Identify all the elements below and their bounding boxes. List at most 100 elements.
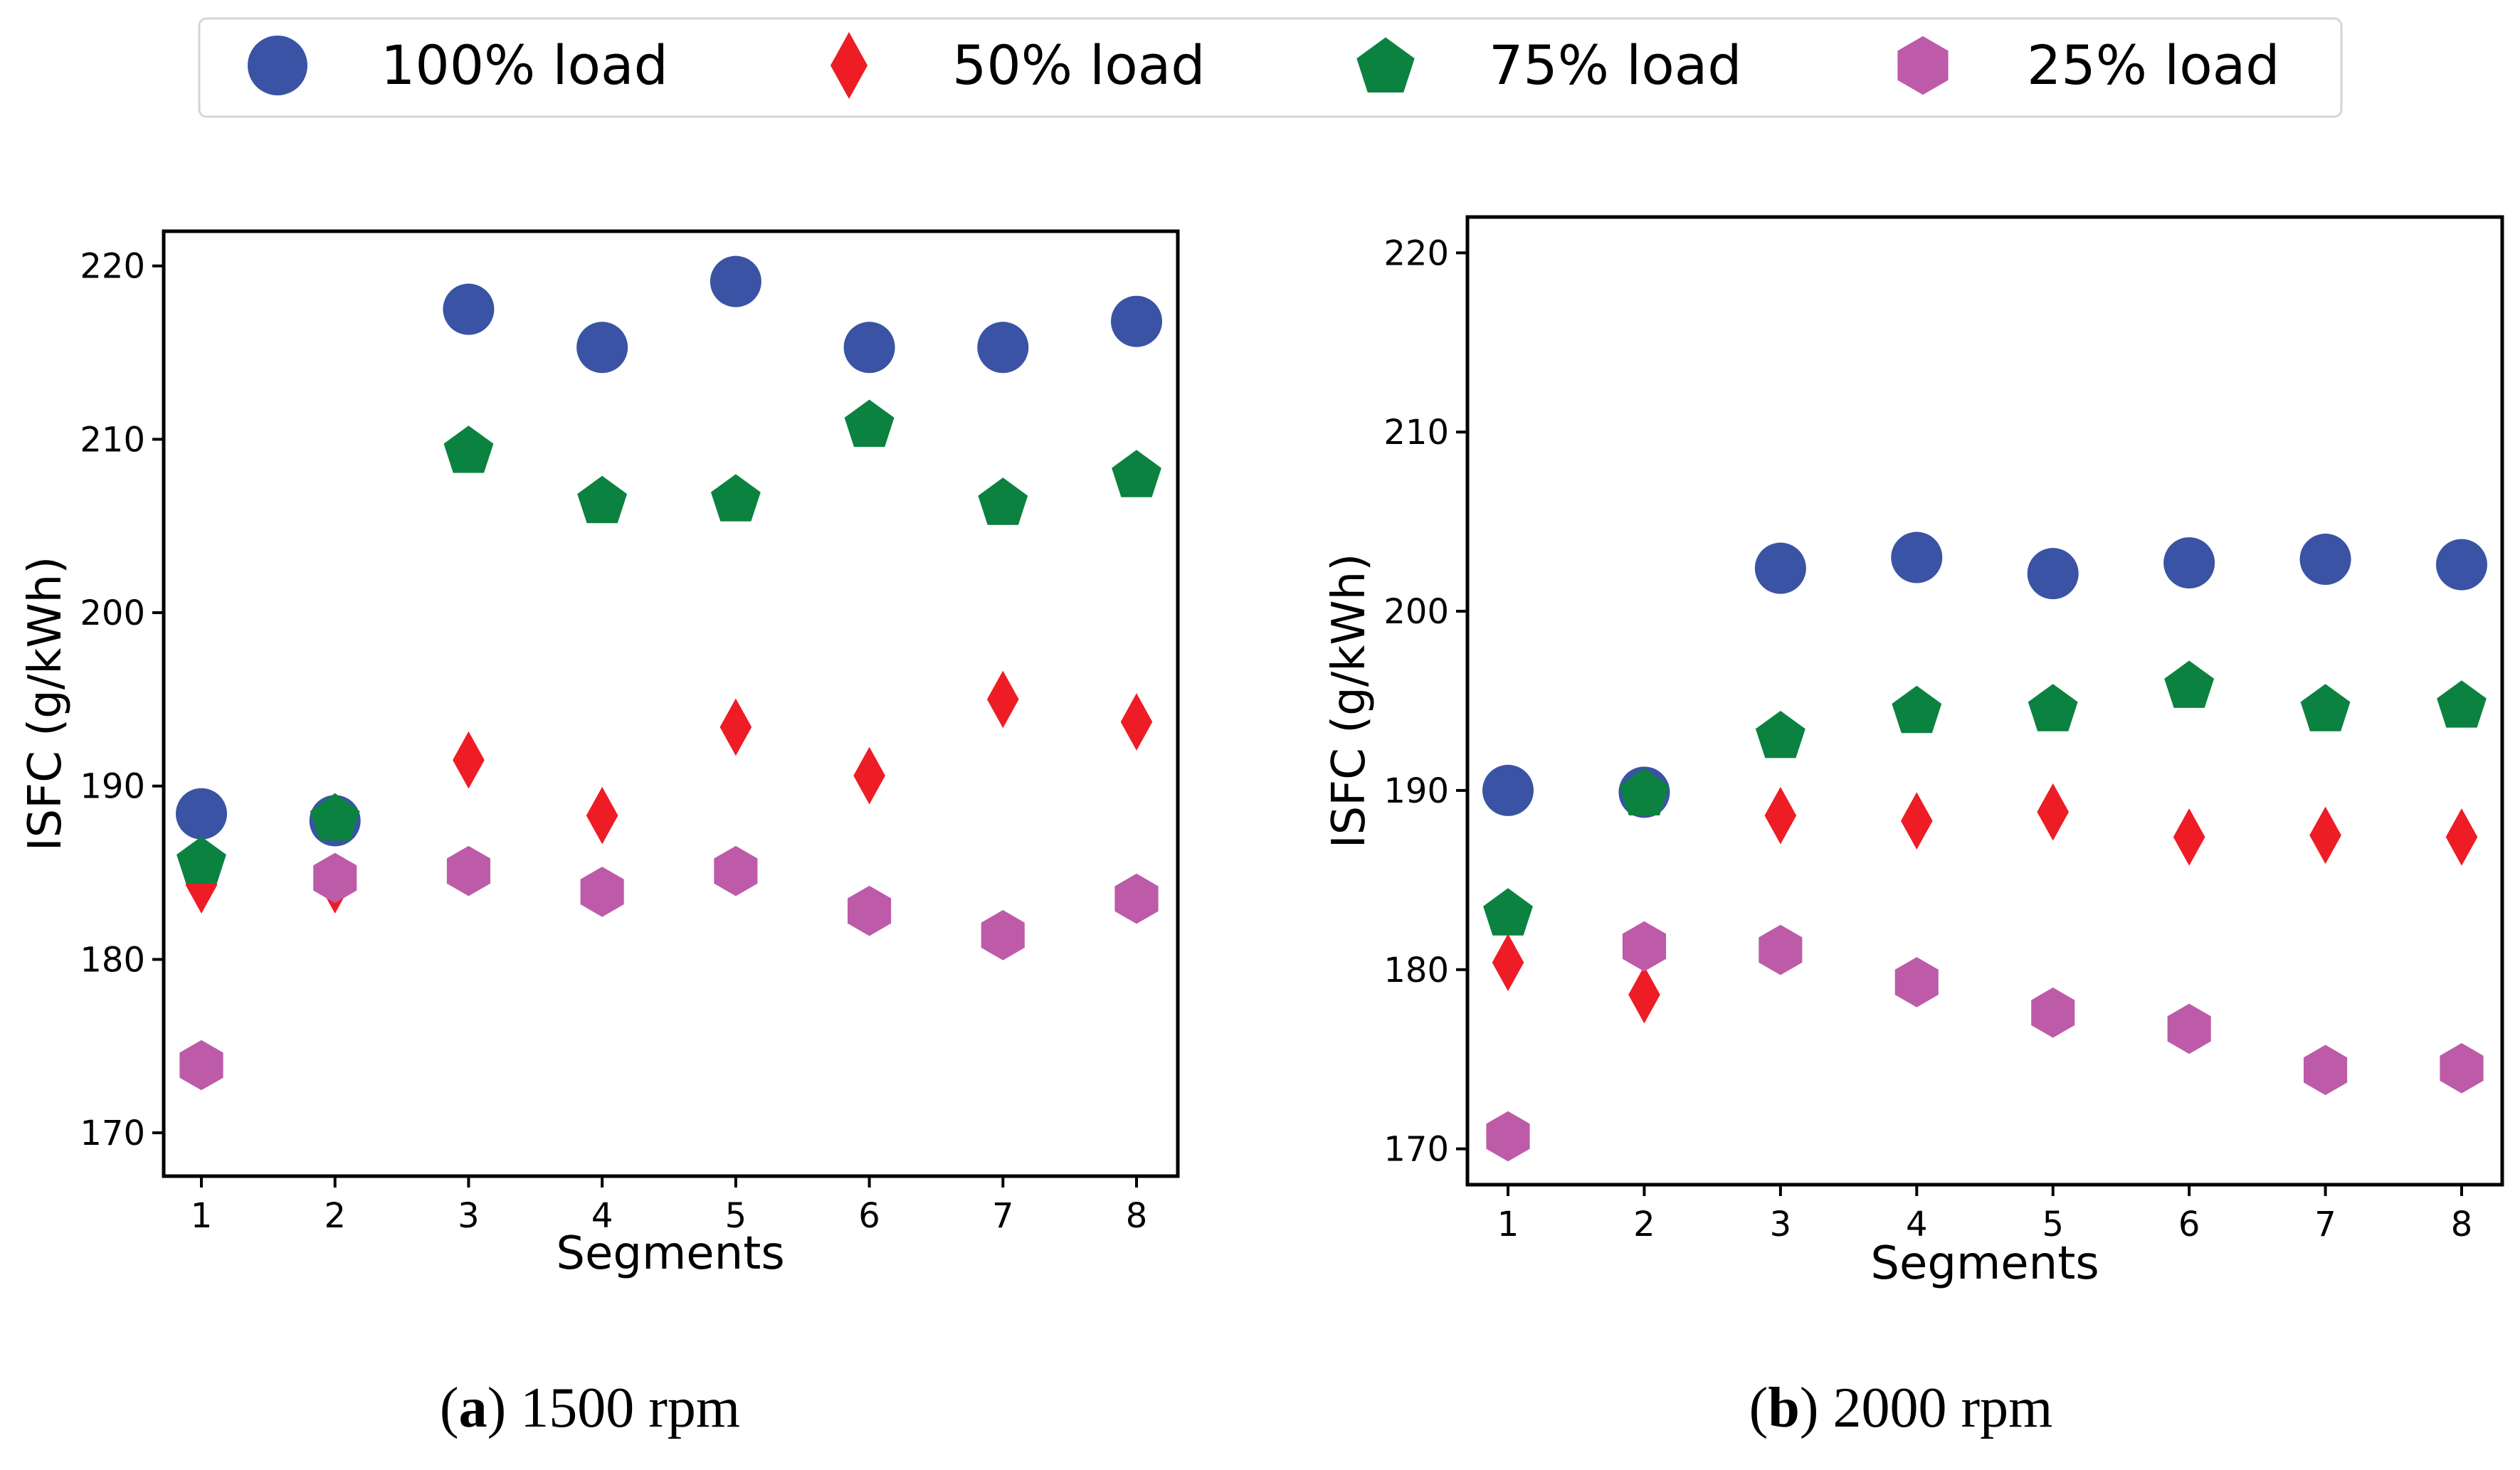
point-diamond-a <box>453 731 485 789</box>
point-pentagon-b <box>1755 711 1805 758</box>
y-axis-label-a: ISFC (g/kWh) <box>19 556 72 851</box>
point-circle-b <box>2163 537 2215 589</box>
point-hexagon-a <box>313 852 357 904</box>
point-diamond-a <box>719 698 752 756</box>
point-pentagon-a <box>710 474 761 522</box>
point-pentagon-a <box>1112 450 1161 497</box>
y-tick-label-a: 200 <box>80 593 145 633</box>
y-tick-label-b: 180 <box>1383 951 1449 990</box>
x-tick-label-b: 8 <box>2451 1205 2473 1244</box>
point-pentagon-b <box>2164 660 2215 708</box>
x-tick-label-b: 1 <box>1497 1205 1519 1244</box>
point-circle-b <box>1891 532 1943 583</box>
point-pentagon-b <box>1619 768 1670 815</box>
x-tick-label-a: 8 <box>1126 1196 1148 1236</box>
point-hexagon-b <box>2304 1045 2348 1096</box>
point-circle-a <box>843 322 895 374</box>
y-tick-label-b: 210 <box>1383 413 1449 453</box>
point-diamond-b <box>2173 808 2205 866</box>
point-hexagon-b <box>1622 921 1666 972</box>
y-tick-label-a: 190 <box>80 767 145 807</box>
x-axis-label-b: Segments <box>1870 1237 2099 1290</box>
y-tick-label-b: 170 <box>1383 1130 1449 1170</box>
y-tick-label-b: 190 <box>1383 771 1449 811</box>
legend-marker-diamond <box>830 31 868 100</box>
y-axis-label-b: ISFC (g/kWh) <box>1323 554 1376 848</box>
x-tick-label-b: 4 <box>1906 1205 1928 1244</box>
x-tick-label-a: 7 <box>992 1196 1014 1236</box>
point-hexagon-b <box>1759 924 1803 975</box>
point-circle-a <box>576 322 628 374</box>
legend-marker-pentagon <box>1356 37 1415 92</box>
point-hexagon-b <box>2440 1043 2484 1094</box>
point-diamond-a <box>853 746 885 805</box>
point-pentagon-b <box>2028 684 2078 731</box>
point-circle-b <box>1754 542 1806 594</box>
point-circle-a <box>176 788 227 840</box>
point-hexagon-b <box>1486 1111 1530 1162</box>
point-hexagon-b <box>1894 957 1939 1008</box>
point-diamond-a <box>1120 693 1153 751</box>
y-tick-label-b: 200 <box>1383 592 1449 632</box>
x-tick-label-a: 5 <box>725 1196 747 1236</box>
point-circle-b <box>2027 548 2079 600</box>
point-pentagon-b <box>1483 888 1533 936</box>
x-tick-label-a: 6 <box>858 1196 880 1236</box>
legend-marker-circle <box>248 36 307 95</box>
point-diamond-b <box>2445 808 2478 866</box>
y-tick-label-a: 170 <box>80 1114 145 1153</box>
point-circle-a <box>977 322 1029 374</box>
point-diamond-a <box>986 670 1019 729</box>
point-diamond-b <box>2037 783 2070 841</box>
point-hexagon-a <box>179 1040 223 1091</box>
point-hexagon-a <box>580 867 624 917</box>
plot-frame-a <box>162 229 1180 1178</box>
x-tick-label-a: 3 <box>458 1196 480 1236</box>
x-tick-label-b: 7 <box>2314 1205 2336 1244</box>
point-hexagon-a <box>981 910 1025 961</box>
legend-label-100: 100% load <box>381 33 668 97</box>
point-circle-b <box>2436 539 2487 591</box>
plot-frame-b <box>1465 215 2504 1187</box>
point-diamond-b <box>1900 792 1933 850</box>
x-tick-label-a: 1 <box>191 1196 213 1236</box>
point-pentagon-a <box>443 425 494 473</box>
point-pentagon-a <box>310 793 360 841</box>
point-hexagon-b <box>2167 1003 2211 1054</box>
point-circle-b <box>1482 764 1534 816</box>
point-diamond-b <box>1764 786 1797 845</box>
point-hexagon-b <box>2031 987 2075 1038</box>
chart-panel-a: 170 180 190 200 210 220 1 2 3 4 5 6 7 8 Segments ISFC… <box>19 229 1180 1439</box>
caption-b: (b) 2000 rpm <box>1749 1377 2053 1439</box>
y-tick-label-b: 220 <box>1383 233 1449 273</box>
y-tick-label-a: 180 <box>80 940 145 980</box>
legend-frame <box>198 17 2343 118</box>
point-diamond-b <box>2309 806 2341 864</box>
point-hexagon-a <box>848 885 892 936</box>
x-tick-label-b: 2 <box>1633 1205 1655 1244</box>
point-diamond-a <box>586 786 618 845</box>
legend-label-50: 50% load <box>952 33 1206 97</box>
point-pentagon-a <box>176 836 226 884</box>
point-pentagon-b <box>2437 680 2487 728</box>
chart-panel-b: 170 180 190 200 210 220 1 2 3 4 5 6 7 8 Segments ISFC… <box>1323 215 2504 1439</box>
legend: 100% load 50% load 75% load 25% load <box>198 17 2343 118</box>
legend-marker-hexagon <box>1897 36 1949 95</box>
point-circle-a <box>1111 295 1162 347</box>
x-tick-label-a: 4 <box>591 1196 613 1236</box>
x-tick-label-b: 6 <box>2178 1205 2200 1244</box>
point-pentagon-b <box>2300 684 2351 731</box>
caption-a: (a) 1500 rpm <box>440 1377 740 1439</box>
point-circle-b <box>2299 534 2351 586</box>
x-axis-label-a: Segments <box>556 1227 784 1280</box>
point-hexagon-a <box>1114 873 1159 924</box>
legend-label-25: 25% load <box>2027 33 2280 97</box>
legend-label-75: 75% load <box>1489 33 1742 97</box>
point-pentagon-a <box>978 477 1028 525</box>
point-pentagon-b <box>1892 685 1942 734</box>
point-hexagon-a <box>446 845 490 897</box>
x-tick-label-a: 2 <box>324 1196 346 1236</box>
point-diamond-b <box>1492 934 1524 992</box>
y-tick-label-a: 220 <box>80 247 145 287</box>
